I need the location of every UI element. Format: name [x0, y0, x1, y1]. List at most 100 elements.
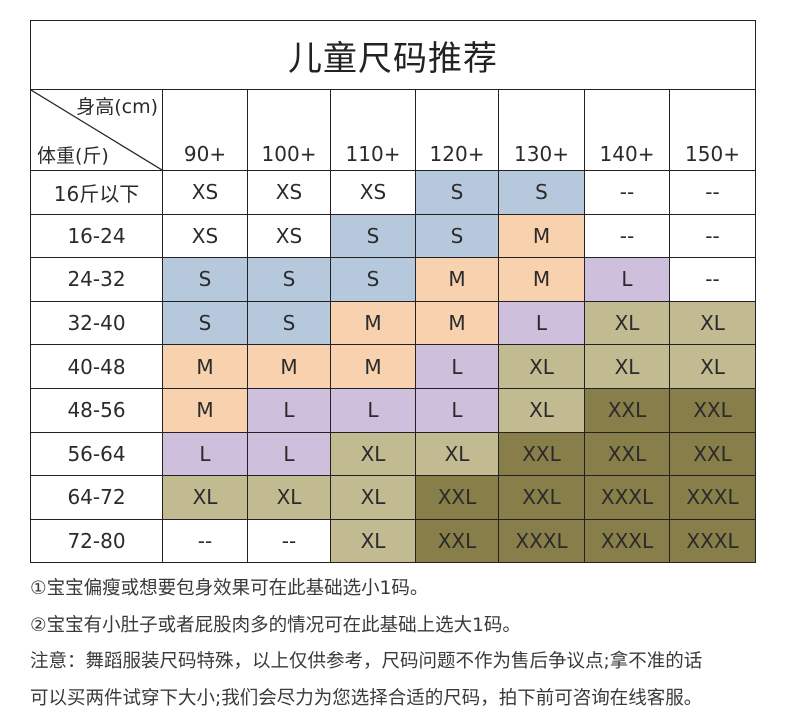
size-cell: L [163, 432, 248, 476]
height-axis-label: 身高(cm) [76, 92, 158, 119]
size-cell: S [416, 214, 499, 258]
height-header-cell: 90+ [163, 90, 248, 171]
size-cell: L [248, 388, 331, 432]
size-cell: -- [248, 519, 331, 563]
weight-cell: 64-72 [31, 476, 163, 520]
size-cell: XL [163, 476, 248, 520]
size-cell: -- [585, 214, 670, 258]
weight-cell: 48-56 [31, 388, 163, 432]
size-cell: L [416, 345, 499, 389]
note-line: ②宝宝有小肚子或者屁股肉多的情况可在此基础上选大1码。 [30, 608, 780, 645]
size-cell: -- [585, 171, 670, 215]
size-cell: L [499, 301, 585, 345]
size-cell: XL [585, 345, 670, 389]
size-cell: XL [585, 301, 670, 345]
size-cell: -- [670, 214, 756, 258]
weight-cell: 24-32 [31, 258, 163, 302]
size-cell: M [248, 345, 331, 389]
size-cell: XS [331, 171, 416, 215]
size-cell: -- [163, 519, 248, 563]
size-cell: M [499, 214, 585, 258]
note-line: ①宝宝偏瘦或想要包身效果可在此基础选小1码。 [30, 571, 780, 608]
size-cell: XL [499, 388, 585, 432]
height-header-cell: 140+ [585, 90, 670, 171]
size-cell: L [416, 388, 499, 432]
size-cell: XXXL [585, 476, 670, 520]
size-cell: XXXL [670, 519, 756, 563]
chart-title: 儿童尺码推荐 [31, 21, 756, 90]
size-table: 儿童尺码推荐 身高(cm) 体重(斤) 90+100+110+120+130+1… [30, 20, 756, 563]
size-cell: XXL [499, 476, 585, 520]
size-cell: XL [248, 476, 331, 520]
height-header-cell: 110+ [331, 90, 416, 171]
size-cell: S [499, 171, 585, 215]
size-cell: XL [416, 432, 499, 476]
size-cell: L [248, 432, 331, 476]
weight-cell: 72-80 [31, 519, 163, 563]
size-cell: XL [331, 519, 416, 563]
size-cell: XL [499, 345, 585, 389]
size-cell: XXL [499, 432, 585, 476]
size-cell: XL [331, 476, 416, 520]
size-cell: M [416, 301, 499, 345]
corner-cell: 身高(cm) 体重(斤) [31, 90, 163, 171]
size-cell: S [416, 171, 499, 215]
size-cell: M [163, 388, 248, 432]
weight-cell: 32-40 [31, 301, 163, 345]
weight-cell: 16斤以下 [31, 171, 163, 215]
size-cell: S [163, 301, 248, 345]
size-cell: S [331, 214, 416, 258]
size-cell: XL [670, 345, 756, 389]
size-cell: M [499, 258, 585, 302]
height-header-cell: 150+ [670, 90, 756, 171]
size-cell: XS [163, 214, 248, 258]
size-chart: 儿童尺码推荐 身高(cm) 体重(斤) 90+100+110+120+130+1… [30, 20, 755, 563]
size-cell: XL [331, 432, 416, 476]
notes-section: ①宝宝偏瘦或想要包身效果可在此基础选小1码。②宝宝有小肚子或者屁股肉多的情况可在… [30, 571, 780, 717]
height-header-cell: 130+ [499, 90, 585, 171]
size-cell: XXXL [670, 476, 756, 520]
size-cell: L [331, 388, 416, 432]
size-cell: L [585, 258, 670, 302]
size-cell: XXXL [585, 519, 670, 563]
size-cell: M [163, 345, 248, 389]
weight-axis-label: 体重(斤) [37, 141, 109, 168]
size-cell: XS [248, 214, 331, 258]
size-cell: XS [248, 171, 331, 215]
size-cell: XXL [416, 519, 499, 563]
size-cell: S [248, 301, 331, 345]
size-cell: S [163, 258, 248, 302]
size-cell: XL [670, 301, 756, 345]
weight-cell: 56-64 [31, 432, 163, 476]
size-cell: XXXL [499, 519, 585, 563]
size-cell: S [248, 258, 331, 302]
size-cell: -- [670, 171, 756, 215]
size-cell: M [416, 258, 499, 302]
weight-cell: 16-24 [31, 214, 163, 258]
weight-cell: 40-48 [31, 345, 163, 389]
size-cell: XXL [585, 432, 670, 476]
size-cell: XXL [670, 388, 756, 432]
size-cell: XS [163, 171, 248, 215]
note-line: 注意：舞蹈服装尺码特殊，以上仅供参考，尺码问题不作为售后争议点;拿不准的话 [30, 644, 780, 681]
size-cell: XXL [416, 476, 499, 520]
size-cell: -- [670, 258, 756, 302]
size-cell: XXL [670, 432, 756, 476]
size-cell: XXL [585, 388, 670, 432]
height-header-cell: 120+ [416, 90, 499, 171]
size-cell: M [331, 301, 416, 345]
height-header-row: 身高(cm) 体重(斤) 90+100+110+120+130+140+150+ [31, 90, 756, 171]
size-cell: M [331, 345, 416, 389]
size-cell: S [331, 258, 416, 302]
height-header-cell: 100+ [248, 90, 331, 171]
